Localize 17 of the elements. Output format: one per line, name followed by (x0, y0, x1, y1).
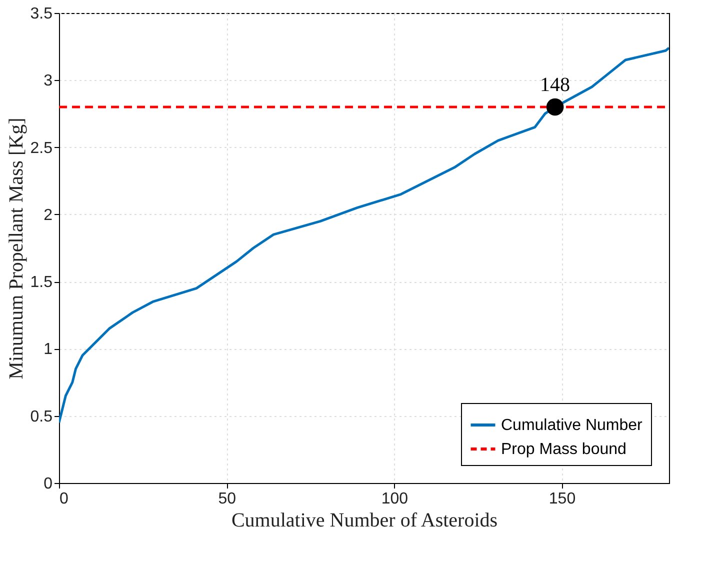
x-tick-label: 50 (218, 490, 236, 508)
y-tick-label: 3.5 (30, 6, 53, 22)
y-axis-title: Minumum Propellant Mass [Kg] (5, 118, 28, 380)
legend-label: Prop Mass bound (501, 441, 626, 458)
y-tick-label: 0.5 (30, 408, 53, 426)
x-tick-label: 150 (548, 490, 576, 508)
y-tick-label: 2 (44, 206, 53, 224)
x-tick-label: 100 (381, 490, 408, 508)
x-tick-label: 0 (60, 490, 68, 508)
y-tick-label: 1 (44, 341, 53, 358)
y-tick-label: 1.5 (30, 274, 53, 292)
x-axis-title: Cumulative Number of Asteroids (231, 510, 498, 532)
legend-label: Cumulative Number (501, 417, 644, 434)
y-tick-label: 0 (44, 476, 53, 492)
annotation: 148 (540, 74, 570, 96)
y-tick-label: 2.5 (30, 140, 53, 157)
y-tick-label: 3 (44, 72, 53, 90)
